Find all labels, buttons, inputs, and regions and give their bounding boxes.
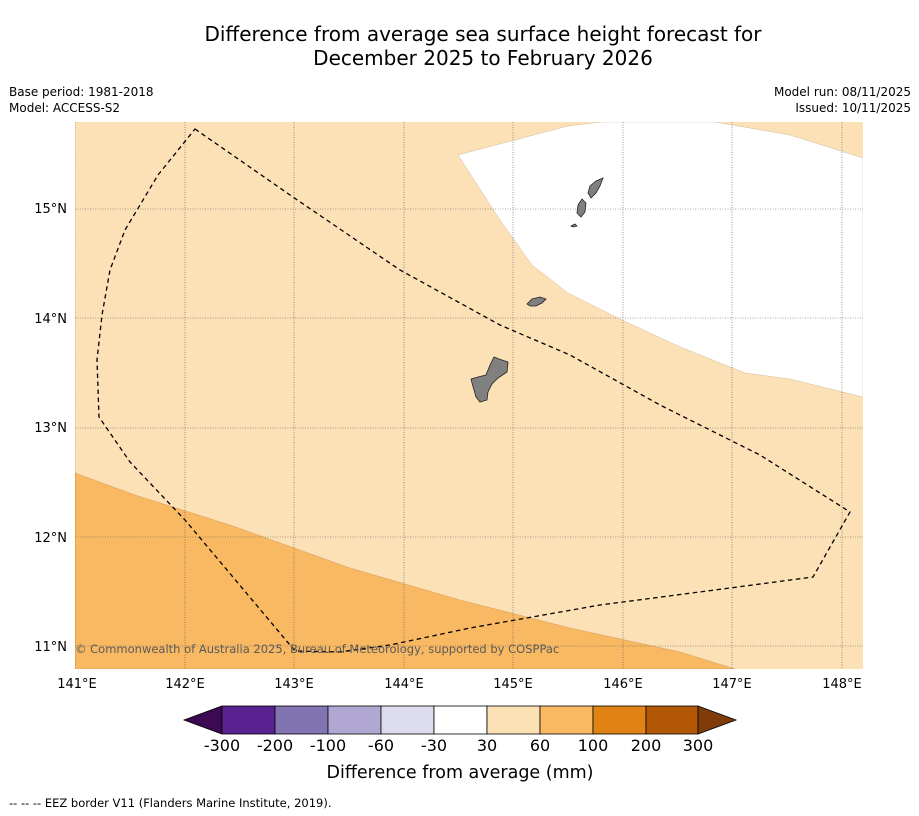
colorbar-segment bbox=[221, 705, 276, 735]
island-rota bbox=[526, 296, 547, 307]
lon-labels: 141°E 142°E 143°E 144°E 145°E 146°E 147°… bbox=[57, 677, 862, 692]
region-60-100 bbox=[75, 472, 736, 669]
lat-labels: 15°N 14°N 13°N 12°N 11°N bbox=[34, 202, 67, 655]
model-run: Model run: 08/11/2025 bbox=[773, 85, 911, 99]
colorbar-segment bbox=[380, 705, 435, 735]
issued-date: Issued: 10/11/2025 bbox=[795, 101, 911, 115]
map-figure: © Commonwealth of Australia 2025, Bureau… bbox=[34, 122, 863, 783]
lon-label: 148°E bbox=[822, 677, 862, 692]
graticule bbox=[75, 122, 863, 669]
colorbar-tick: -200 bbox=[257, 736, 293, 755]
colorbar-tick: 60 bbox=[530, 736, 550, 755]
island-tinian bbox=[576, 198, 587, 218]
lon-label: 145°E bbox=[493, 677, 533, 692]
colorbar-extend-high bbox=[697, 705, 738, 735]
lat-label: 11°N bbox=[34, 640, 67, 655]
colorbar-extend-low bbox=[182, 705, 223, 735]
colorbar-segment bbox=[645, 705, 699, 735]
colorbar-tick: 100 bbox=[578, 736, 609, 755]
colorbar-segment bbox=[592, 705, 647, 735]
lon-label: 147°E bbox=[712, 677, 752, 692]
lat-label: 15°N bbox=[34, 202, 67, 217]
lon-label: 146°E bbox=[603, 677, 643, 692]
colorbar-tick: -100 bbox=[310, 736, 346, 755]
map-area: © Commonwealth of Australia 2025, Bureau… bbox=[75, 122, 863, 669]
copyright-notice: © Commonwealth of Australia 2025, Bureau… bbox=[75, 642, 559, 656]
colorbar-segment bbox=[274, 705, 329, 735]
map-title: Difference from average sea surface heig… bbox=[0, 22, 919, 70]
colorbar-segment bbox=[433, 705, 488, 735]
metadata-left: Base period: 1981-2018 Model: ACCESS-S2 bbox=[9, 84, 154, 116]
lat-label: 14°N bbox=[34, 312, 67, 327]
lat-label: 13°N bbox=[34, 421, 67, 436]
colorbar-segment bbox=[539, 705, 594, 735]
colorbar-tick: 200 bbox=[631, 736, 662, 755]
colorbar: -300 -200 -100 -60 -30 30 60 100 200 300… bbox=[182, 705, 738, 783]
colorbar-label: Difference from average (mm) bbox=[326, 763, 593, 783]
lon-label: 144°E bbox=[384, 677, 424, 692]
colorbar-segment bbox=[327, 705, 382, 735]
land bbox=[470, 177, 604, 403]
base-period: Base period: 1981-2018 bbox=[9, 85, 154, 99]
metadata-right: Model run: 08/11/2025 Issued: 10/11/2025 bbox=[774, 84, 911, 116]
lon-label: 141°E bbox=[57, 677, 97, 692]
lon-label: 142°E bbox=[165, 677, 205, 692]
colorbar-segment bbox=[486, 705, 541, 735]
colorbar-tick: -60 bbox=[368, 736, 394, 755]
island-guam bbox=[470, 356, 509, 403]
colorbar-tick: -300 bbox=[204, 736, 240, 755]
island-saipan bbox=[587, 177, 604, 199]
title-line-1: Difference from average sea surface heig… bbox=[204, 22, 762, 46]
eez-footnote: -- -- -- EEZ border V11 (Flanders Marine… bbox=[9, 796, 332, 810]
colorbar-tick: 300 bbox=[683, 736, 714, 755]
lat-label: 12°N bbox=[34, 531, 67, 546]
colorbar-tick: 30 bbox=[477, 736, 497, 755]
colorbar-tick: -30 bbox=[421, 736, 447, 755]
title-line-2: December 2025 to February 2026 bbox=[313, 46, 653, 70]
lon-label: 143°E bbox=[274, 677, 314, 692]
region-neutral bbox=[457, 122, 863, 398]
island-aguijan bbox=[570, 223, 578, 228]
model-name: Model: ACCESS-S2 bbox=[9, 101, 121, 115]
